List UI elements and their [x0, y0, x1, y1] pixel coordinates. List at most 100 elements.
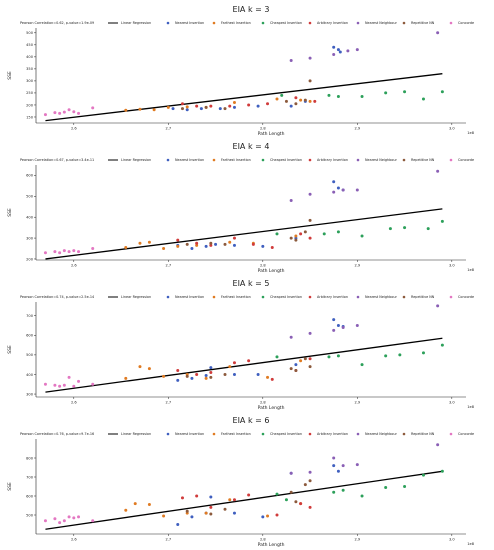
data-point	[294, 500, 298, 504]
x-exponent-label: 1e8	[467, 405, 474, 409]
y-tick-label: 600	[26, 174, 34, 178]
data-point	[62, 249, 66, 253]
data-point	[338, 50, 342, 54]
data-point	[308, 218, 312, 222]
data-point	[232, 498, 236, 502]
legend-marker-1	[166, 21, 170, 25]
series-cheapest-insertion	[275, 469, 444, 502]
y-tick-label: 700	[26, 314, 34, 318]
data-point	[284, 99, 288, 103]
data-point	[303, 357, 307, 361]
legend-entry-7: Concorde	[458, 21, 474, 25]
data-point	[133, 502, 137, 506]
data-point	[275, 232, 279, 236]
x-tick-label: 2.8	[260, 538, 266, 542]
legend-entry-3: Cheapest Insertion	[270, 158, 302, 162]
data-point	[195, 241, 199, 245]
data-point	[214, 242, 218, 246]
x-tick-label: 2.7	[165, 264, 171, 268]
y-tick-label: 400	[26, 215, 34, 219]
data-point	[53, 517, 57, 521]
series-concorde	[43, 375, 95, 388]
data-point	[341, 325, 345, 329]
data-point	[232, 101, 236, 105]
y-tick-label: 400	[26, 373, 34, 377]
legend-entry-4: Arbitrary Insertion	[317, 21, 348, 25]
data-point	[232, 511, 236, 515]
legend-entry-1: Nearest Insertion	[175, 432, 204, 436]
x-tick-label: 3.0	[449, 538, 455, 542]
data-point	[332, 180, 336, 184]
legend-entry-5: Nearest Neighbour	[365, 158, 398, 162]
data-point	[336, 354, 340, 358]
data-point	[294, 369, 298, 373]
legend-entry-4: Arbitrary Insertion	[317, 295, 348, 299]
data-point	[355, 324, 359, 328]
data-point	[289, 367, 293, 371]
legend-entry-6: Repetitive NN	[411, 158, 435, 162]
legend-entry-1: Nearest Insertion	[175, 158, 204, 162]
x-tick-label: 2.7	[165, 538, 171, 542]
data-point	[403, 485, 407, 488]
series-repetitive-nn	[185, 218, 312, 246]
data-point	[332, 490, 336, 494]
x-axis-label: Path Length	[258, 268, 285, 274]
data-point	[77, 379, 81, 383]
legend-entry-0: Linear Regression	[121, 432, 151, 436]
legend-marker-3	[261, 432, 265, 436]
data-point	[332, 318, 336, 322]
data-point	[53, 383, 57, 387]
data-point	[209, 375, 213, 379]
data-point	[384, 354, 388, 358]
data-point	[294, 238, 298, 242]
data-point	[360, 234, 364, 238]
data-point	[294, 234, 298, 238]
y-axis-label: SSE	[7, 208, 13, 217]
x-tick-label: 3.0	[449, 401, 455, 405]
data-point	[421, 473, 425, 477]
data-point	[421, 351, 425, 355]
legend-marker-3	[261, 21, 265, 25]
data-point	[308, 505, 312, 509]
data-point	[322, 232, 326, 236]
y-tick-label: 600	[26, 494, 34, 498]
data-point	[308, 79, 312, 83]
data-point	[223, 372, 227, 376]
data-point	[275, 97, 279, 101]
chart-title: EIA k = 5	[233, 279, 270, 288]
data-point	[77, 250, 81, 254]
data-point	[275, 355, 279, 359]
data-point	[91, 519, 95, 523]
legend-marker-2	[212, 158, 216, 162]
chart-title: EIA k = 3	[233, 5, 270, 14]
y-tick-label: 600	[26, 334, 34, 338]
data-point	[209, 366, 213, 370]
data-point	[294, 102, 298, 106]
data-point	[204, 376, 208, 380]
legend-correlation-text: Pearson Correlation=0.67, p-value=3.4e-1…	[20, 158, 94, 162]
data-point	[289, 198, 293, 202]
data-point	[77, 111, 81, 115]
data-point	[299, 232, 303, 236]
y-tick-label: 500	[26, 195, 34, 199]
data-point	[294, 96, 298, 100]
x-tick-label: 2.6	[71, 401, 77, 405]
data-point	[440, 343, 444, 347]
legend-entry-2: Farthest Insertion	[221, 158, 251, 162]
data-point	[299, 359, 303, 363]
legend-marker-3	[261, 158, 265, 162]
data-point	[124, 508, 128, 512]
data-point	[176, 523, 180, 526]
data-point	[360, 494, 364, 498]
data-point	[72, 384, 76, 388]
data-point	[289, 104, 293, 108]
y-tick-label: 500	[26, 353, 34, 357]
data-point	[247, 103, 251, 107]
data-point	[67, 250, 71, 254]
x-axis-label: Path Length	[258, 405, 285, 411]
data-point	[436, 304, 440, 308]
data-point	[67, 515, 71, 519]
legend-marker-5	[356, 158, 360, 162]
y-axis-label: SSE	[7, 71, 13, 80]
data-point	[190, 515, 194, 519]
